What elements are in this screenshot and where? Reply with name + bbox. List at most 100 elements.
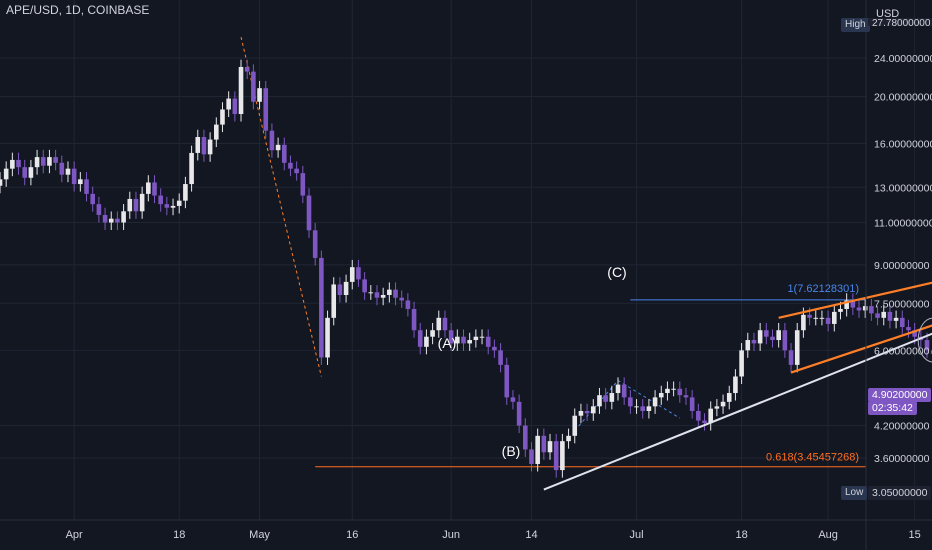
candle-down <box>263 88 269 131</box>
wave-b-label: (B) <box>502 443 521 459</box>
candle-up <box>708 408 713 424</box>
time-tick-label: Jun <box>442 529 460 541</box>
low-label-badge: Low <box>841 486 868 500</box>
price-tick-label: 24.00000000 <box>874 53 932 65</box>
candle-up <box>535 435 540 464</box>
candle-down <box>461 336 466 344</box>
wedge-upper-line[interactable] <box>778 256 932 319</box>
price-tick-label: 16.00000000 <box>874 138 932 150</box>
candle-down <box>393 289 398 298</box>
candle-up <box>646 406 652 411</box>
candle-down <box>689 397 695 411</box>
candle-up <box>776 330 781 341</box>
candle-down <box>448 330 454 344</box>
time-tick-label: May <box>249 529 270 541</box>
candle-down <box>102 214 108 223</box>
symbol-title[interactable]: APE/USD, 1D, COINBASE <box>6 3 150 17</box>
candle-down <box>288 162 293 169</box>
candle-up <box>757 330 763 344</box>
candle-down <box>621 384 627 398</box>
trend-support-line[interactable] <box>543 249 932 491</box>
candle-up <box>720 401 726 407</box>
candle-down <box>164 204 170 208</box>
candle-down <box>702 420 707 424</box>
candle-up <box>566 435 571 442</box>
candle-down <box>281 144 287 163</box>
level-1-text: 1(7.62128301) <box>787 283 859 295</box>
candle-down <box>516 401 522 426</box>
candle-down <box>584 410 590 414</box>
countdown-badge: 02:35:42 <box>868 401 917 415</box>
candle-down <box>856 307 862 311</box>
candle-up <box>176 200 182 206</box>
candle-down <box>930 350 932 354</box>
candle-down <box>529 449 534 464</box>
candle-up <box>658 393 664 398</box>
candle-up <box>343 281 349 295</box>
annotation-layer[interactable]: (A) (B) (C) 1(7.62128301) 0.618(3.45457268) <box>438 249 932 491</box>
price-tick-label: 4.20000000 <box>874 421 930 433</box>
candle-up <box>257 88 262 102</box>
candle-down <box>300 173 306 196</box>
candle-down <box>442 317 448 331</box>
wedge-lower-line[interactable] <box>790 300 932 374</box>
candle-down <box>417 330 423 347</box>
candle-down <box>90 193 95 205</box>
candle-down <box>492 346 497 351</box>
candle-down <box>232 98 238 115</box>
candle-up <box>78 179 83 185</box>
candle-up <box>572 415 578 436</box>
candle-down <box>887 311 893 321</box>
wave-c-label: (C) <box>607 264 626 280</box>
candle-down <box>40 157 46 166</box>
candle-up <box>65 168 71 175</box>
candle-down <box>356 267 361 280</box>
breakdown-circle[interactable] <box>917 317 932 363</box>
candle-up <box>189 152 194 185</box>
high-value-badge: 27.78000000 <box>868 18 932 26</box>
candle-up <box>139 193 145 212</box>
candle-up <box>214 124 219 140</box>
last-price-badge: 4.90200000 <box>868 388 932 402</box>
candle-up <box>739 350 744 377</box>
candle-up <box>838 308 843 312</box>
candle-down <box>906 327 911 331</box>
candle-down <box>899 317 905 328</box>
candle-up <box>473 336 479 341</box>
candle-up <box>47 157 52 166</box>
candle-down <box>244 66 250 72</box>
candle-up <box>121 211 126 223</box>
candle-down <box>22 167 28 178</box>
candle-up <box>547 441 553 453</box>
candle-up <box>3 168 9 180</box>
candle-down <box>504 364 510 398</box>
candle-down <box>362 279 367 293</box>
candle-down <box>251 71 256 102</box>
time-tick-label: Jul <box>630 529 644 541</box>
candle-up <box>597 395 602 407</box>
time-axis[interactable]: Apr18May16Jun14Jul18Aug15Sep14 <box>66 529 932 541</box>
candle-down <box>628 397 633 407</box>
impulse-projection-line[interactable] <box>240 36 322 377</box>
price-tick-label: 9.00000000 <box>874 260 930 272</box>
candle-up <box>325 317 330 358</box>
candle-down <box>405 300 411 309</box>
candle-up <box>146 182 151 194</box>
candle-up <box>479 336 485 338</box>
candle-up <box>801 314 806 331</box>
price-tick-label: 6.00000000 <box>874 345 930 357</box>
candle-down <box>201 137 207 155</box>
candle-up <box>819 317 825 319</box>
candle-down <box>924 340 930 351</box>
candle-down <box>875 313 880 318</box>
candle-down <box>510 397 516 402</box>
price-tick-label: 11.00000000 <box>874 218 932 230</box>
candle-up <box>207 139 213 155</box>
candle-up <box>387 289 392 295</box>
candle-up <box>226 98 231 110</box>
